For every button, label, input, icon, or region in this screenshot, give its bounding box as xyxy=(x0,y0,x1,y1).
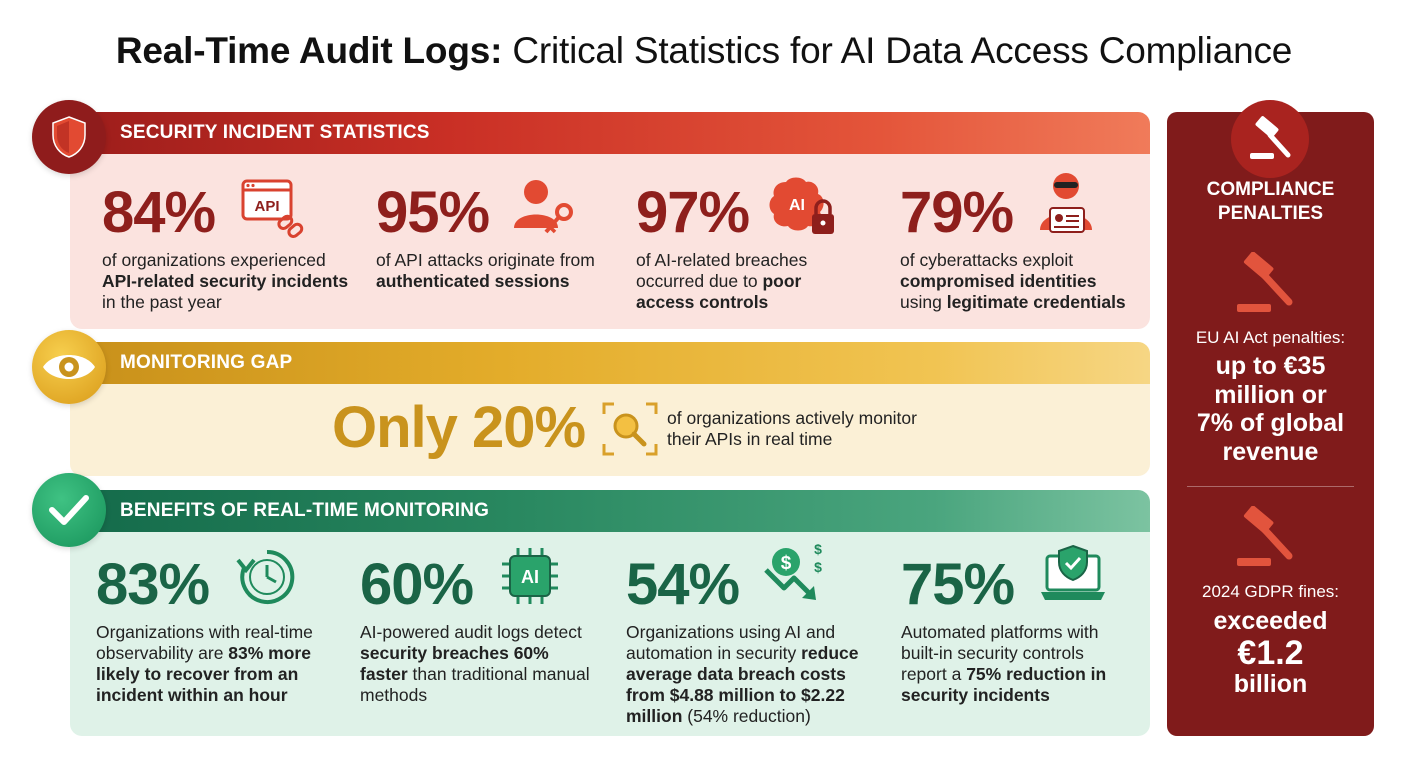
eu-line: revenue xyxy=(1222,437,1319,466)
desc-text: Organizations with real-time observabili… xyxy=(96,622,313,663)
desc-bold: compromised identities xyxy=(900,271,1097,291)
desc-text: of organizations experienced xyxy=(102,250,326,270)
desc-bold: security breaches 60% faster xyxy=(360,643,549,684)
ai-brain-lock-icon: AI xyxy=(768,174,840,245)
hacker-id-card-icon xyxy=(1036,170,1100,243)
stat-value: 95% xyxy=(376,180,490,245)
stat-description: of cyberattacks exploit compromised iden… xyxy=(900,250,1140,313)
stat-card: 83% Organizations with real-time observa… xyxy=(96,549,336,706)
security-heading: SECURITY INCIDENT STATISTICS xyxy=(70,112,1150,154)
stat-description: of API attacks originate from authentica… xyxy=(376,250,596,292)
stat-description: Organizations with real-time observabili… xyxy=(96,622,336,706)
stat-description: of AI-related breaches occurred due to p… xyxy=(636,250,856,313)
stat-value: 97% xyxy=(636,180,750,245)
desc-bold: reduce average data breach costs from $4… xyxy=(626,643,859,726)
stat-card: 79% of cyberattacks exploit compromised … xyxy=(900,173,1140,313)
desc-bold: poor access controls xyxy=(636,271,802,312)
svg-text:AI: AI xyxy=(521,567,539,587)
stat-description: Automated platforms with built-in securi… xyxy=(901,622,1131,706)
stat-card: 60% AI AI-powered audit logs detect secu… xyxy=(360,548,600,706)
stat-description: Organizations using AI and automation in… xyxy=(626,622,876,727)
eu-penalty-value: up to €35 million or 7% of global revenu… xyxy=(1167,352,1374,466)
title-bold: Real-Time Audit Logs: xyxy=(115,30,503,71)
monitoring-line: of organizations actively monitor xyxy=(667,408,917,428)
eu-penalty-label: EU AI Act penalties: xyxy=(1195,328,1346,347)
eu-line: million or xyxy=(1214,380,1327,409)
page-title: Real-Time Audit Logs: Critical Statistic… xyxy=(0,30,1408,72)
stat-value: 75% xyxy=(901,552,1015,617)
laptop-shield-icon xyxy=(1039,542,1107,611)
monitoring-line: their APIs in real time xyxy=(667,429,833,449)
gdpr-line: billion xyxy=(1233,669,1308,698)
svg-text:$: $ xyxy=(781,553,792,574)
stat-card: 84% API of organizations experienced API… xyxy=(102,179,362,313)
svg-text:API: API xyxy=(254,198,279,215)
eu-line: up to €35 xyxy=(1215,352,1326,380)
stat-value: 79% xyxy=(900,180,1014,245)
gavel-icon xyxy=(1231,505,1307,575)
stat-description: AI-powered audit logs detect security br… xyxy=(360,622,600,706)
stat-value: 84% xyxy=(102,180,216,245)
money-down-icon: $ $ $ xyxy=(762,540,830,611)
stat-card: 97% AI of AI-related breaches occurred d… xyxy=(636,177,856,313)
desc-bold: API-related security incidents xyxy=(102,271,349,291)
gdpr-fines-value: exceeded €1.2 billion xyxy=(1167,607,1374,698)
shield-icon xyxy=(32,100,106,174)
desc-bold: legitimate credentials xyxy=(946,292,1126,312)
desc-text: using xyxy=(900,292,947,312)
checkmark-icon xyxy=(32,473,106,547)
penalties-heading: COMPLIANCE PENALTIES xyxy=(1167,178,1374,226)
monitoring-description: of organizations actively monitor their A… xyxy=(667,408,917,450)
compliance-penalties-panel: COMPLIANCE PENALTIES EU AI Act penalties:… xyxy=(1167,100,1374,736)
clock-refresh-icon xyxy=(236,546,298,613)
desc-text: AI-powered audit logs detect xyxy=(360,622,582,642)
gavel-icon xyxy=(1231,251,1307,321)
monitoring-heading: MONITORING GAP xyxy=(70,342,1150,384)
title-rest: Critical Statistics for AI Data Access C… xyxy=(502,30,1293,71)
desc-bold: 75% reduction in security incidents xyxy=(901,664,1107,705)
stat-value: 54% xyxy=(626,552,740,617)
desc-text: of cyberattacks exploit xyxy=(900,250,1074,270)
security-section: SECURITY INCIDENT STATISTICS 84% API of … xyxy=(70,112,1150,329)
svg-text:$: $ xyxy=(814,559,822,575)
heading-line: COMPLIANCE xyxy=(1206,179,1335,200)
api-link-icon: API xyxy=(240,178,306,245)
magnify-focus-icon xyxy=(602,402,658,461)
stat-value: 83% xyxy=(96,552,210,617)
user-key-icon xyxy=(512,176,580,247)
monitoring-value: Only 20% xyxy=(332,395,586,460)
eye-icon xyxy=(32,330,106,404)
desc-text: of API attacks originate from xyxy=(376,250,595,270)
divider xyxy=(1187,486,1354,487)
svg-text:AI: AI xyxy=(789,197,805,214)
benefits-section: BENEFITS OF REAL-TIME MONITORING 83% Org… xyxy=(70,490,1150,736)
desc-text: Automated platforms with built-in securi… xyxy=(901,622,1099,684)
heading-line: PENALTIES xyxy=(1217,203,1324,224)
gdpr-fines-label: 2024 GDPR fines: xyxy=(1201,582,1339,601)
ai-chip-icon: AI xyxy=(498,544,562,613)
benefits-heading: BENEFITS OF REAL-TIME MONITORING xyxy=(70,490,1150,532)
desc-bold: authenticated sessions xyxy=(376,271,570,291)
desc-text: in the past year xyxy=(102,292,222,312)
desc-bold: 83% more likely to recover from an incid… xyxy=(96,643,311,705)
desc-text: than traditional manual methods xyxy=(360,664,590,705)
gdpr-line: exceeded xyxy=(1213,607,1328,635)
monitoring-section: MONITORING GAP Only 20% of organizations… xyxy=(70,342,1150,476)
stat-card: 75% Automated platforms with built-in se… xyxy=(901,544,1131,706)
stat-card: 95% of API attacks originate from authen… xyxy=(376,180,596,292)
stat-value: 60% xyxy=(360,552,474,617)
desc-text: (54% reduction) xyxy=(682,706,811,726)
desc-text: Organizations using AI and automation in… xyxy=(626,622,836,663)
stat-description: of organizations experienced API-related… xyxy=(102,250,362,313)
desc-text: of AI-related breaches occurred due to xyxy=(636,250,808,291)
stat-card: 54% $ $ $ Organizations using AI and aut… xyxy=(626,541,876,727)
eu-line: 7% of global xyxy=(1196,409,1345,437)
svg-text:$: $ xyxy=(814,541,822,557)
gdpr-line: €1.2 xyxy=(1237,633,1304,672)
gavel-icon xyxy=(1231,100,1309,178)
